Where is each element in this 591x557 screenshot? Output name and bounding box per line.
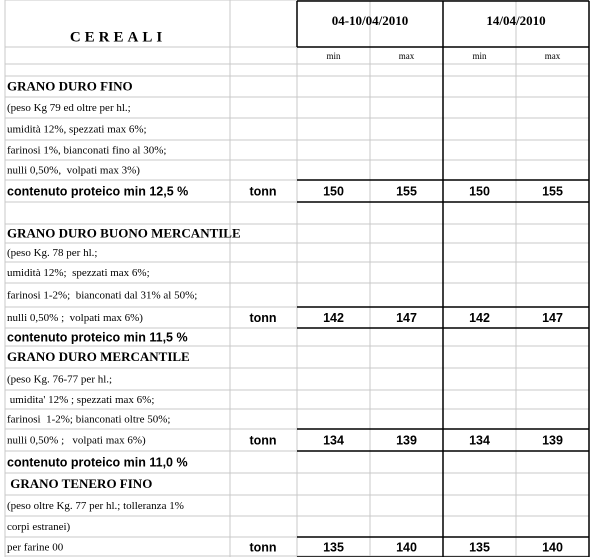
row-label: farinosi 1-2%; bianconati oltre 50%; [7, 414, 170, 426]
row-label: farinosi 1%, bianconati fino al 30%; [7, 145, 166, 157]
price-value: 142 [323, 311, 344, 325]
row-label: nulli 0,50%, volpati max 3%) [7, 165, 140, 177]
price-value: 147 [396, 311, 417, 325]
unit: tonn [249, 540, 276, 554]
price-value: 140 [396, 540, 417, 554]
unit: tonn [249, 184, 276, 198]
price-value: 139 [396, 433, 417, 447]
row-label: nulli 0,50% ; volpati max 6%) [7, 435, 146, 447]
table-title: CEREALI [70, 29, 166, 45]
row-label: (peso Kg. 78 per hl.; [7, 247, 97, 259]
column-label: min [472, 51, 487, 61]
row-label: GRANO DURO BUONO MERCANTILE [7, 225, 241, 240]
column-label: min [326, 51, 341, 61]
row-label: farinosi 1-2%; bianconati dal 31% al 50%… [7, 290, 197, 302]
column-label: max [545, 51, 561, 61]
row-label: (peso Kg. 76-77 per hl.; [7, 374, 112, 386]
price-value: 140 [542, 540, 563, 554]
price-value: 134 [323, 433, 344, 447]
row-label: (peso Kg 79 ed oltre per hl.; [7, 102, 131, 114]
period-label: 14/04/2010 [486, 13, 545, 28]
period-label: 04-10/04/2010 [332, 13, 409, 28]
row-label: GRANO TENERO FINO [7, 476, 152, 491]
row-label: contenuto proteico min 12,5 % [7, 184, 188, 198]
column-label: max [399, 51, 415, 61]
row-label: umidità 12%, spezzati max 6%; [7, 124, 147, 136]
price-value: 150 [469, 184, 490, 198]
row-label: per farine 00 [7, 542, 64, 554]
price-value: 135 [323, 540, 344, 554]
price-value: 155 [542, 184, 563, 198]
row-label: nulli 0,50% ; volpati max 6%) [7, 312, 143, 324]
price-value: 147 [542, 311, 563, 325]
price-value: 139 [542, 433, 563, 447]
row-label: umidità 12%; spezzati max 6%; [7, 267, 150, 279]
row-label: GRANO DURO FINO [7, 78, 133, 93]
row-label: contenuto proteico min 11,5 % [7, 330, 188, 344]
row-label: umidita' 12% ; spezzati max 6%; [7, 394, 154, 406]
row-label: GRANO DURO MERCANTILE [7, 349, 190, 364]
price-value: 135 [469, 540, 490, 554]
unit: tonn [249, 433, 276, 447]
price-value: 142 [469, 311, 490, 325]
row-label: contenuto proteico min 11,0 % [7, 455, 188, 469]
row-label: (peso oltre Kg. 77 per hl.; tolleranza 1… [7, 500, 184, 512]
unit: tonn [249, 311, 276, 325]
price-value: 150 [323, 184, 344, 198]
price-value: 134 [469, 433, 490, 447]
price-value: 155 [396, 184, 417, 198]
row-label: corpi estranei) [7, 521, 71, 533]
